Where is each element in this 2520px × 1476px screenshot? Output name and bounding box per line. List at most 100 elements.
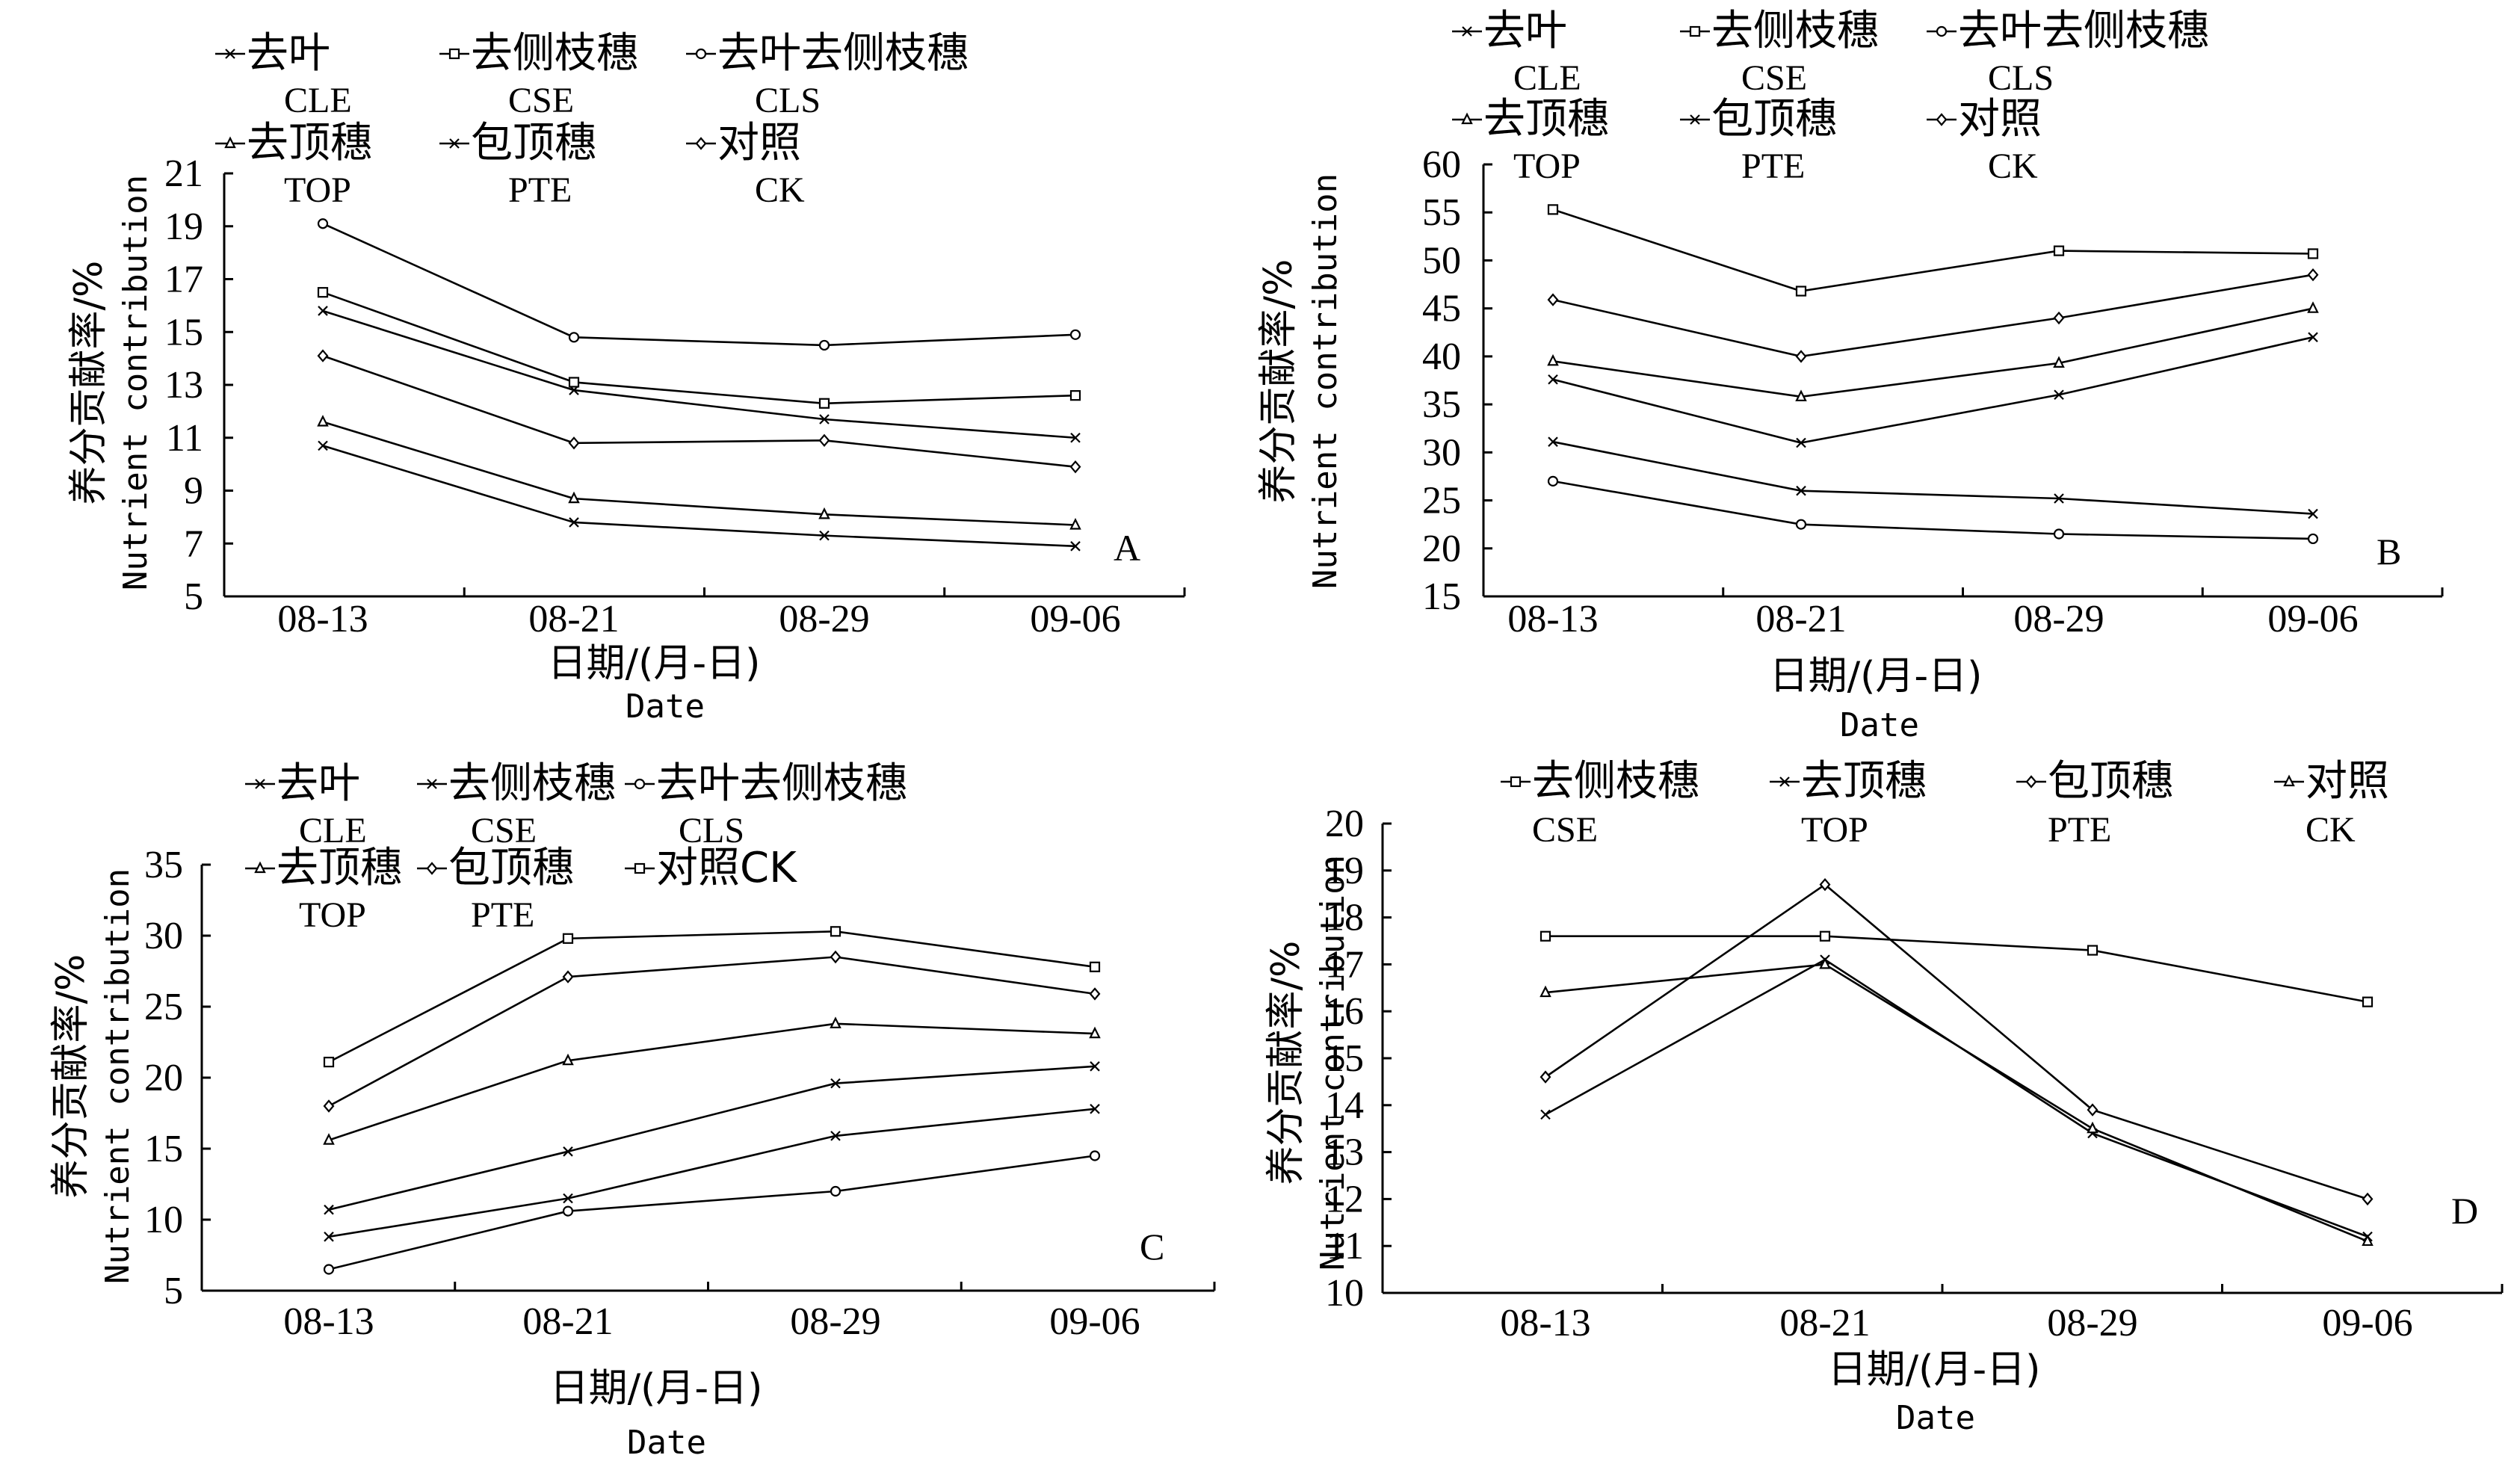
y-axis-title-en: Nutrient contribution xyxy=(117,175,155,590)
data-point xyxy=(830,950,841,964)
y-axis-title-cn: 养分贡献率/% xyxy=(67,261,111,505)
series-line xyxy=(322,354,1076,468)
marker-stroke xyxy=(2054,493,2064,504)
legend-marker xyxy=(2283,774,2295,787)
data-point xyxy=(2307,248,2319,259)
data-point xyxy=(1070,541,1081,552)
legend-marker xyxy=(2025,775,2037,788)
y-axis-title-en-group: Nutrient contribution xyxy=(1306,173,1344,589)
data-point xyxy=(1089,987,1101,1001)
data-point xyxy=(1819,877,1831,892)
data-point xyxy=(1819,930,1831,942)
y-tick-label: 45 xyxy=(1422,288,1461,330)
legend-label-en: CSE xyxy=(508,81,574,120)
data-point xyxy=(1796,437,1806,448)
series-line xyxy=(328,1108,1096,1238)
marker-stroke xyxy=(255,779,265,789)
legend-label-en: PTE xyxy=(1741,146,1805,186)
legend-label-en: TOP xyxy=(284,170,351,210)
data-point xyxy=(1089,961,1101,972)
legend-label-en: CLS xyxy=(1988,58,2054,98)
data-point xyxy=(819,414,830,424)
chart-panel-c: 5 10 15 20 25 30 35 08-13 08-21 08-29 09-06 养分贡献率/%… xyxy=(49,759,1216,1462)
x-tick-label: 08-21 xyxy=(528,598,619,640)
y-tick-label: 11 xyxy=(1327,1225,1364,1267)
legend-marker xyxy=(1690,114,1700,125)
data-point xyxy=(2087,1121,2099,1134)
series-cls xyxy=(323,1150,1101,1275)
series-line xyxy=(1545,958,2368,1238)
marker-stroke xyxy=(427,779,437,789)
legend-label-cn: 去叶 xyxy=(247,29,330,78)
data-point xyxy=(2054,493,2064,504)
data-point xyxy=(818,507,830,519)
legend-label-en: TOP xyxy=(1801,810,1868,850)
y-tick-label: 19 xyxy=(1325,850,1364,892)
data-point xyxy=(1547,475,1559,487)
marker-stroke xyxy=(830,1131,841,1141)
data-point xyxy=(1819,957,1831,969)
data-point xyxy=(323,1056,335,1068)
y-tick-label: 20 xyxy=(1422,528,1461,570)
marker-stroke xyxy=(830,1078,841,1089)
marker-stroke xyxy=(1779,776,1790,787)
data-point xyxy=(2087,1103,2099,1117)
legend-marker xyxy=(695,48,707,60)
x-tick-label: 09-06 xyxy=(2322,1302,2412,1344)
x-axis-title-en: Date xyxy=(1840,706,1919,744)
marker-stroke xyxy=(1070,432,1081,443)
data-point xyxy=(323,1099,335,1113)
y-tick-label: 10 xyxy=(1325,1272,1364,1315)
data-point xyxy=(563,1193,573,1204)
y-tick-label: 17 xyxy=(1325,943,1364,986)
series-line xyxy=(1552,209,2314,292)
x-tick-label: 08-21 xyxy=(1755,598,1846,640)
data-point xyxy=(562,933,574,944)
y-axis-title-cn: 养分贡献率/% xyxy=(49,954,93,1199)
data-point xyxy=(818,398,830,409)
data-point xyxy=(1795,389,1807,401)
y-axis-title-cn: 养分贡献率/% xyxy=(1264,941,1309,1185)
y-axis-title-en-group: Nutrient contribution xyxy=(99,868,137,1284)
data-point xyxy=(317,218,329,229)
data-point xyxy=(1547,204,1559,215)
series-line xyxy=(1545,883,2368,1200)
data-point xyxy=(1547,353,1559,366)
legend-marker xyxy=(1936,25,1948,37)
data-point xyxy=(1540,1070,1551,1084)
y-tick-label: 16 xyxy=(1325,990,1364,1033)
legend-label-en: CLE xyxy=(299,811,367,850)
legend-label-en: CLE xyxy=(1513,58,1581,98)
data-point xyxy=(1069,329,1081,340)
series-line xyxy=(1552,440,2314,515)
x-axis-title-cn: 日期/(月-日) xyxy=(548,641,761,686)
data-point xyxy=(1796,485,1806,496)
series-line xyxy=(1552,307,2314,398)
x-tick-label: 08-21 xyxy=(1779,1302,1870,1344)
series-cse xyxy=(317,287,1081,409)
y-tick-label: 15 xyxy=(1422,575,1461,618)
data-point xyxy=(562,1205,574,1217)
data-point xyxy=(2307,533,2319,545)
series-line xyxy=(328,1065,1096,1211)
series-cle xyxy=(318,306,1081,443)
legend-marker xyxy=(1779,776,1790,787)
x-axis-title-en: Date xyxy=(1896,1399,1975,1437)
y-tick-label: 12 xyxy=(1325,1178,1364,1220)
legend-label-cn: 去叶去侧枝穗 xyxy=(1958,7,2209,55)
x-tick-label: 08-21 xyxy=(522,1300,613,1343)
legend-label-en: CSE xyxy=(1741,58,1807,98)
series-ck xyxy=(1547,268,2319,363)
data-point xyxy=(568,436,580,450)
